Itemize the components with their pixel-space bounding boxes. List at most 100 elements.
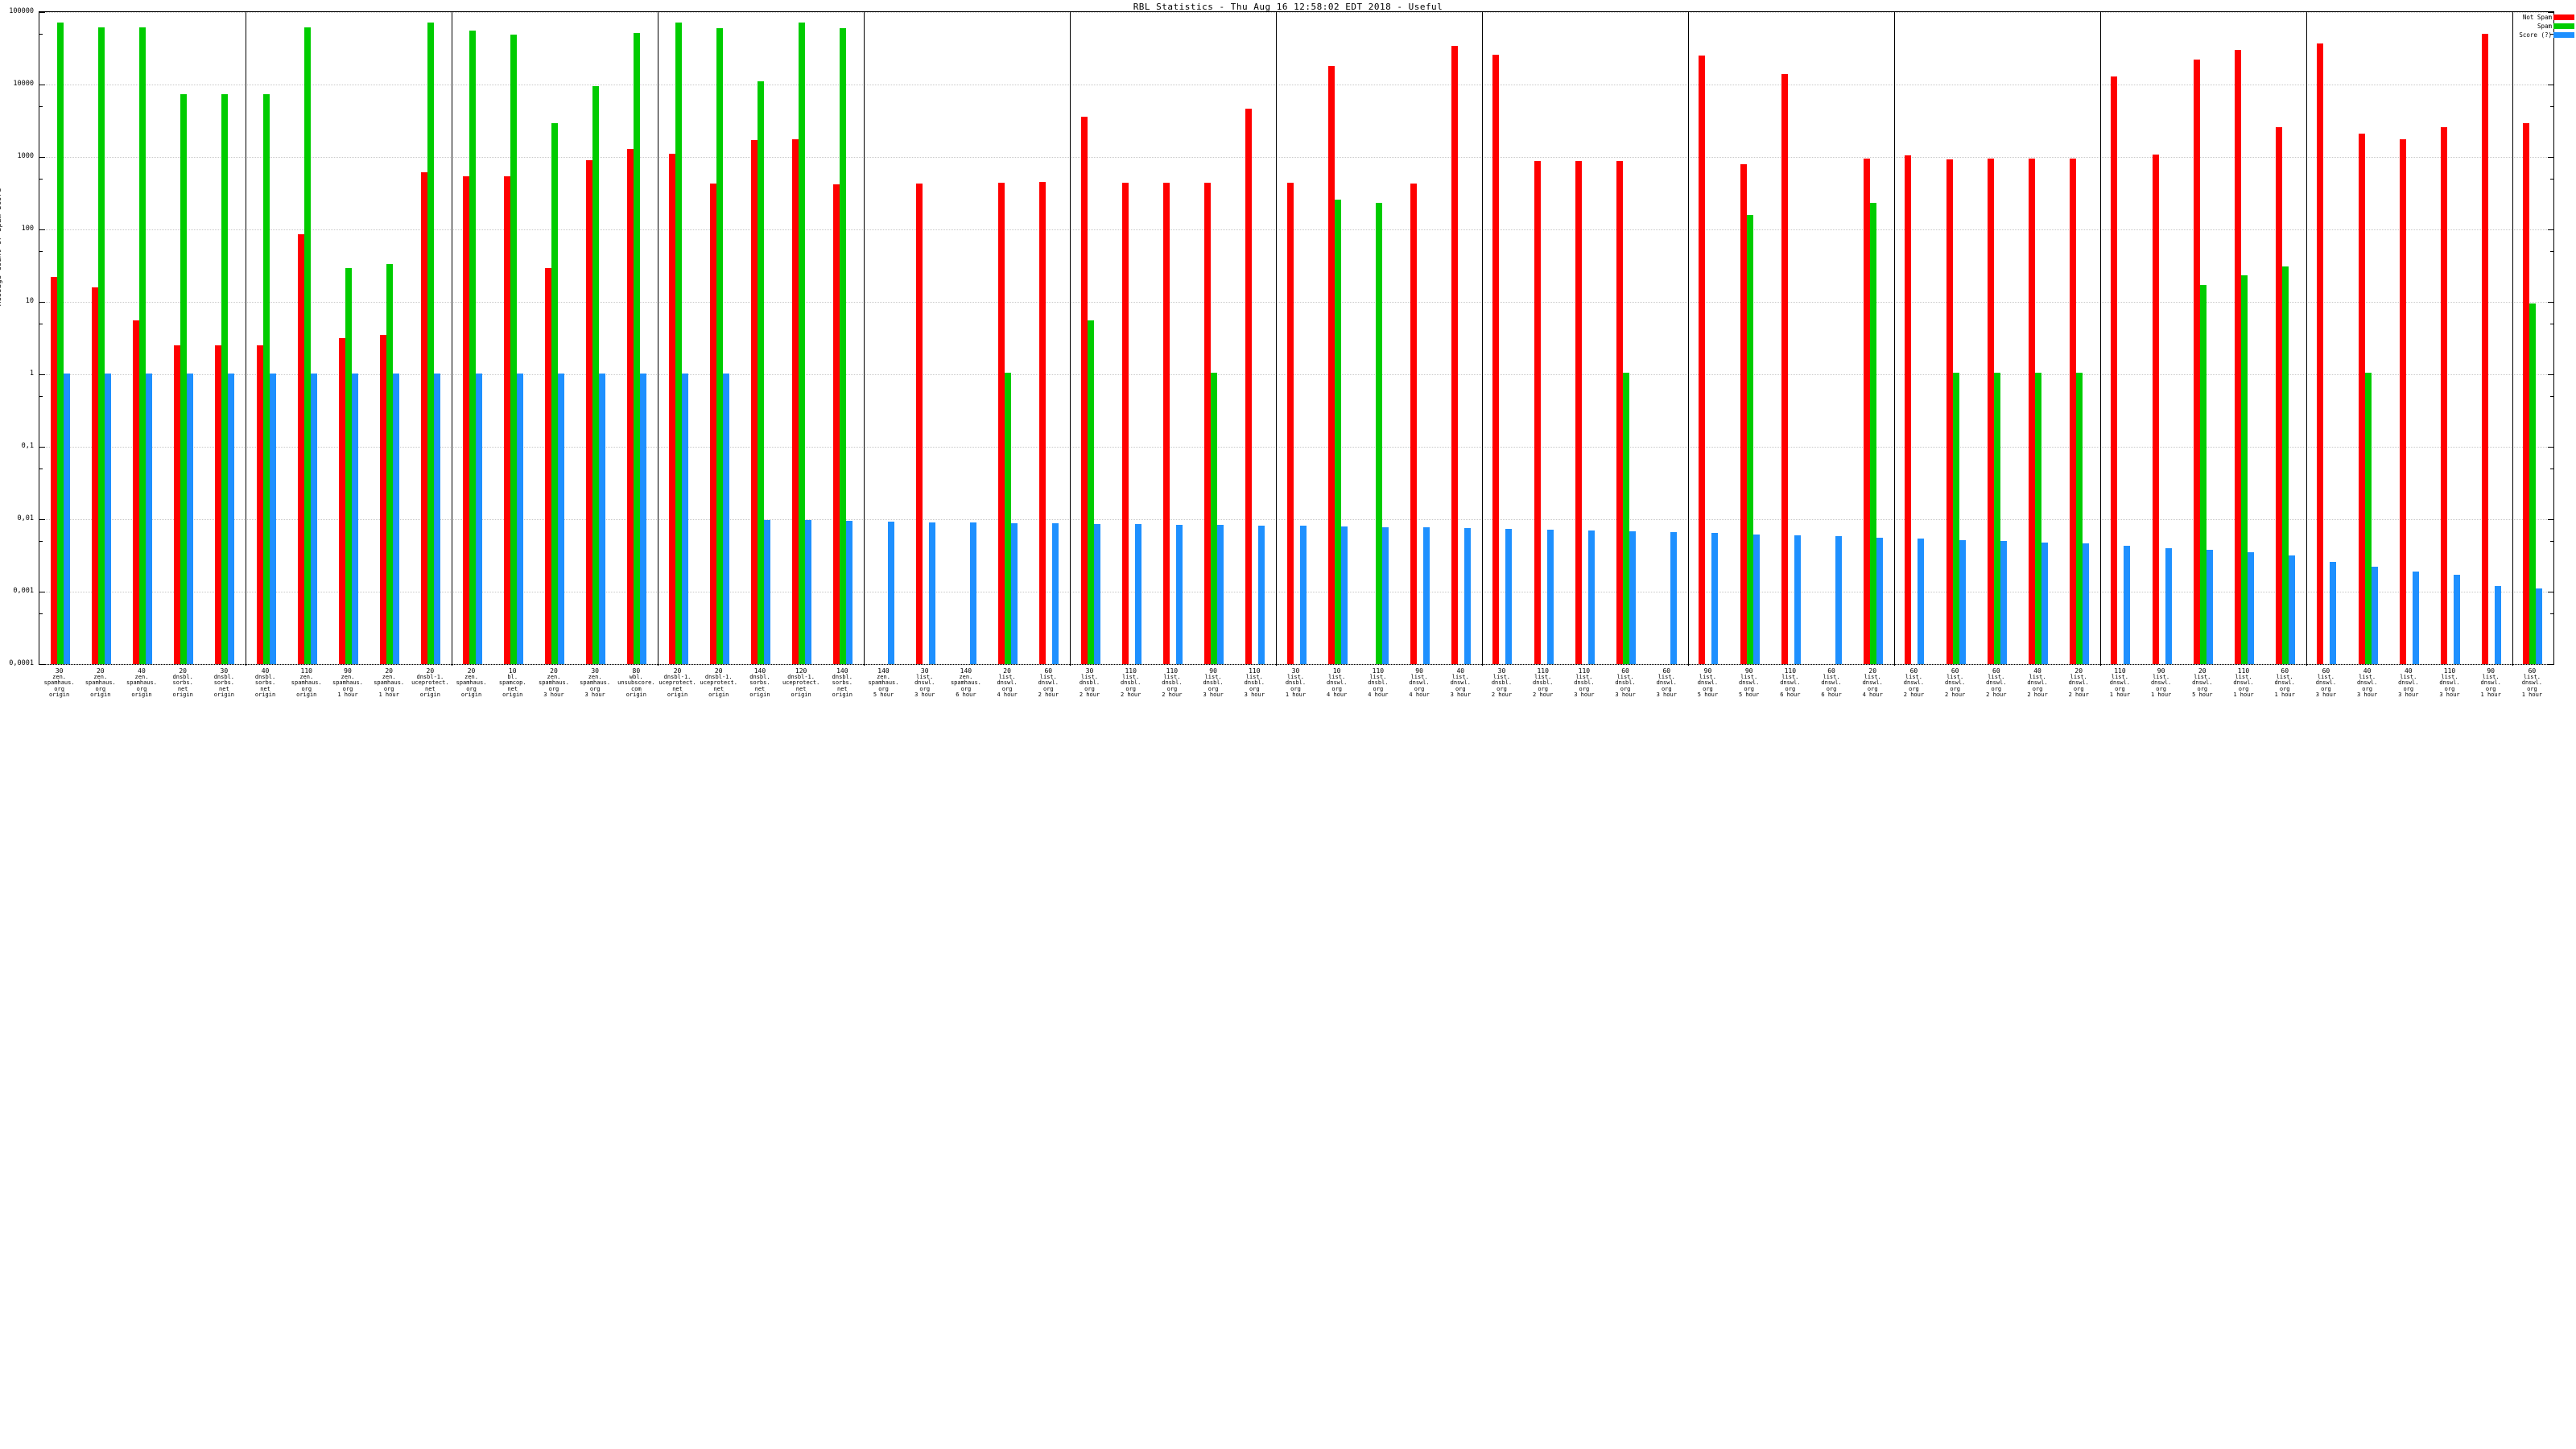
x-tick-label: 90 list. dnsbl. org 3 hour bbox=[1193, 668, 1234, 699]
x-tick-count: 20 bbox=[385, 667, 393, 675]
x-tick-host-part: org bbox=[1661, 685, 1672, 692]
bar-spam bbox=[2199, 285, 2207, 664]
x-tick-age: origin bbox=[791, 691, 811, 699]
x-tick-count: 110 bbox=[1125, 667, 1137, 675]
x-tick-host-part: org bbox=[301, 685, 312, 692]
x-tick-age: 2 hour bbox=[1903, 691, 1925, 699]
x-tick-age: 1 hour bbox=[2480, 691, 2501, 699]
y-tick-minor bbox=[2550, 34, 2553, 35]
x-tick-age: origin bbox=[460, 691, 482, 699]
x-tick-age: 2 hour bbox=[1491, 691, 1513, 699]
bar-unsure bbox=[1299, 526, 1307, 664]
y-tick bbox=[39, 447, 45, 448]
x-tick-label: 90 list. dnswl. org 5 hour bbox=[1687, 668, 1728, 699]
x-tick-label: 140 dnsbl. sorbs. net origin bbox=[739, 668, 780, 699]
x-tick-host-part: spamhaus. bbox=[456, 679, 487, 687]
x-tick-host-part: list. bbox=[1122, 673, 1140, 680]
x-tick-age: origin bbox=[625, 691, 646, 699]
x-separator bbox=[1275, 12, 1277, 666]
x-tick-label: 80 wbl. unsubscore. com origin bbox=[616, 668, 657, 699]
bar-spam bbox=[180, 94, 188, 664]
x-tick-age: origin bbox=[90, 691, 111, 699]
x-tick-host-part: dnsbl. bbox=[1121, 679, 1141, 687]
x-tick-host-part: org bbox=[2403, 685, 2414, 692]
y-tick-minor bbox=[2550, 179, 2553, 180]
x-tick-host-part: zen. bbox=[588, 673, 602, 680]
x-tick-host-part: org bbox=[1455, 685, 1466, 692]
bar-spam bbox=[551, 123, 558, 664]
x-separator bbox=[1481, 12, 1483, 666]
x-tick-host-part: list. bbox=[2482, 673, 2500, 680]
x-tick-age: 1 hour bbox=[2274, 691, 2295, 699]
x-tick-label: 110 list. dnsbl. org 3 hour bbox=[1234, 668, 1275, 699]
bar-not_spam bbox=[91, 287, 98, 664]
x-tick-count: 60 bbox=[1621, 667, 1629, 675]
x-separator bbox=[2512, 12, 2513, 666]
bar-not_spam bbox=[2111, 76, 2118, 664]
x-tick-label: 10 bl. spamcop. net origin bbox=[492, 668, 533, 699]
x-tick-host-part: org bbox=[2321, 685, 2331, 692]
x-tick-host-part: zen. bbox=[382, 673, 396, 680]
x-tick-host-part: org bbox=[2032, 685, 2043, 692]
x-tick-host-part: list. bbox=[2070, 673, 2087, 680]
bar-unsure bbox=[1505, 528, 1513, 664]
x-tick-count: 30 bbox=[1291, 667, 1300, 675]
legend-item: Not Spam bbox=[2519, 13, 2574, 22]
bar-unsure bbox=[681, 374, 688, 664]
legend-swatch bbox=[2553, 23, 2574, 29]
x-tick-label: 90 zen. spamhaus. org 1 hour bbox=[327, 668, 368, 699]
bar-unsure bbox=[1134, 524, 1141, 664]
x-tick-host-part: org bbox=[2279, 685, 2290, 692]
bar-unsure bbox=[1175, 524, 1183, 664]
x-tick-host-part: org bbox=[136, 685, 147, 692]
bar-spam bbox=[97, 27, 105, 664]
x-tick-host-part: org bbox=[2238, 685, 2249, 692]
x-tick-host-part: dnswl. bbox=[2150, 679, 2172, 687]
x-tick-count: 10 bbox=[1332, 667, 1341, 675]
x-tick-label: 30 list. dnsbl. org 1 hour bbox=[1275, 668, 1316, 699]
bar-not_spam bbox=[1864, 159, 1871, 664]
x-tick-count: 90 bbox=[344, 667, 352, 675]
x-tick-host-part: org bbox=[95, 685, 106, 692]
bar-unsure bbox=[1629, 531, 1637, 664]
bar-not_spam bbox=[1616, 161, 1624, 664]
bar-not_spam bbox=[2193, 60, 2200, 664]
x-tick-host-part: org bbox=[1703, 685, 1713, 692]
bar-not_spam bbox=[1492, 54, 1500, 664]
bar-unsure bbox=[2165, 547, 2172, 664]
x-tick-host-part: net bbox=[260, 685, 270, 692]
x-tick-age: 1 hour bbox=[378, 691, 399, 699]
bar-unsure bbox=[434, 374, 441, 664]
x-tick-age: origin bbox=[419, 691, 440, 699]
x-tick-age: 1 hour bbox=[337, 691, 358, 699]
x-tick-label: 20 zen. spamhaus. org 3 hour bbox=[533, 668, 574, 699]
x-tick-age: 2 hour bbox=[1162, 691, 1183, 699]
x-tick-age: 5 hour bbox=[2192, 691, 2213, 699]
x-tick-host-part: dnswl. bbox=[1409, 679, 1430, 687]
bar-unsure bbox=[1093, 523, 1100, 664]
y-tick-minor bbox=[39, 106, 43, 108]
x-tick-age: 1 hour bbox=[2109, 691, 2131, 699]
x-tick-count: 90 bbox=[1415, 667, 1423, 675]
x-tick-count: 20 bbox=[673, 667, 682, 675]
x-tick-host-part: dnswl. bbox=[1986, 679, 2007, 687]
x-tick-age: origin bbox=[48, 691, 70, 699]
y-tick-minor bbox=[2550, 613, 2553, 615]
bar-spam bbox=[2035, 373, 2042, 664]
bar-spam bbox=[510, 34, 517, 664]
bar-not_spam bbox=[2317, 43, 2324, 664]
x-tick-count: 40 bbox=[2363, 667, 2372, 675]
bar-not_spam bbox=[215, 345, 222, 664]
bar-unsure bbox=[1959, 539, 1966, 664]
x-tick-host-part: dnswl. bbox=[1656, 679, 1677, 687]
bar-not_spam bbox=[586, 160, 593, 664]
bar-not_spam bbox=[380, 335, 387, 664]
bar-not_spam bbox=[1575, 161, 1582, 664]
x-tick-age: origin bbox=[254, 691, 276, 699]
bar-unsure bbox=[763, 519, 770, 664]
bar-unsure bbox=[145, 374, 152, 664]
x-tick-count: 60 bbox=[2281, 667, 2289, 675]
bar-spam bbox=[1087, 320, 1094, 664]
bar-not_spam bbox=[2070, 158, 2077, 664]
